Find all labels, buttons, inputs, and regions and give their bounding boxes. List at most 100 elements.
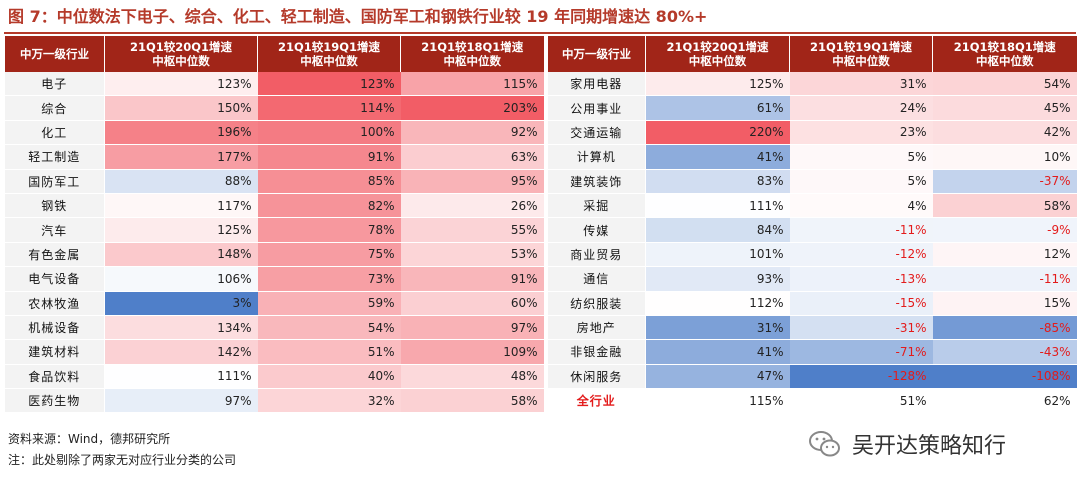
cell-v20-left: 123% bbox=[104, 72, 258, 97]
header-gap bbox=[543, 36, 548, 72]
cell-v20-right: 112% bbox=[645, 291, 790, 316]
cell-v19-left: 123% bbox=[257, 72, 401, 97]
industry-label-right: 交通运输 bbox=[547, 120, 646, 146]
cell-v20-left: 117% bbox=[104, 193, 258, 219]
cell-v19-right: 4% bbox=[789, 193, 933, 219]
wechat-icon bbox=[809, 431, 840, 457]
cell-v20-right: 84% bbox=[645, 217, 790, 243]
cell-v19-left: 100% bbox=[257, 120, 401, 146]
cell-v18-right: 58% bbox=[932, 193, 1077, 219]
cell-v20-left: 125% bbox=[104, 217, 258, 243]
cell-v20-left: 88% bbox=[104, 169, 258, 194]
table-row: 医药生物 97% 32% 58% 全行业 115% 51% 62% bbox=[4, 388, 1077, 414]
chart-title: 图 7：中位数法下电子、综合、化工、轻工制造、国防军工和钢铁行业较 19 年同期… bbox=[8, 7, 708, 26]
cell-v18-right: 10% bbox=[932, 144, 1077, 170]
cell-v20-left: 97% bbox=[104, 388, 258, 414]
cell-v18-right: 45% bbox=[932, 95, 1077, 121]
cell-v19-left: 85% bbox=[257, 169, 401, 194]
table-row: 综合 150% 114% 203% 公用事业 61% 24% 45% bbox=[4, 95, 1077, 121]
header-line: 中枢中位数 bbox=[152, 54, 210, 68]
header-industry-left: 中万一级行业 bbox=[4, 36, 105, 72]
cell-v20-right: 101% bbox=[645, 242, 790, 268]
cell-v18-left: 92% bbox=[400, 120, 544, 146]
cell-v18-left: 109% bbox=[400, 339, 544, 365]
header-line: 21Q1较19Q1增速 bbox=[809, 40, 913, 54]
cell-v18-right: 54% bbox=[932, 72, 1077, 97]
cell-v19-left: 75% bbox=[257, 242, 401, 268]
industry-label-left: 有色金属 bbox=[4, 242, 105, 268]
cell-v20-right: 115% bbox=[645, 388, 790, 414]
cell-v20-left: 106% bbox=[104, 266, 258, 292]
cell-v18-left: 97% bbox=[400, 315, 544, 341]
industry-label-left: 食品饮料 bbox=[4, 364, 105, 390]
table-row: 轻工制造 177% 91% 63% 计算机 41% 5% 10% bbox=[4, 144, 1077, 170]
cell-v20-right: 31% bbox=[645, 315, 790, 341]
header-line: 21Q1较18Q1增速 bbox=[421, 40, 524, 54]
cell-v18-right: -43% bbox=[932, 339, 1077, 365]
header-line: 中万一级行业 bbox=[562, 47, 631, 61]
header-line: 中枢中位数 bbox=[300, 54, 358, 68]
cell-v19-left: 78% bbox=[257, 217, 401, 243]
industry-label-left: 汽车 bbox=[4, 217, 105, 243]
cell-v18-left: 91% bbox=[400, 266, 544, 292]
cell-v19-right: -13% bbox=[789, 266, 933, 292]
cell-v20-right: 47% bbox=[645, 364, 790, 390]
cell-v20-right: 220% bbox=[645, 120, 790, 146]
source-note: 资料来源：Wind，德邦研究所 bbox=[8, 432, 171, 446]
cell-v20-left: 142% bbox=[104, 339, 258, 365]
cell-v18-right: -108% bbox=[932, 364, 1077, 390]
header-line: 21Q1较19Q1增速 bbox=[277, 40, 381, 54]
watermark-text: 吴开达策略知行 bbox=[852, 434, 1007, 459]
industry-label-right: 计算机 bbox=[547, 144, 646, 170]
table-row: 建筑材料 142% 51% 109% 非银金融 41% -71% -43% bbox=[4, 339, 1077, 365]
cell-v19-left: 82% bbox=[257, 193, 401, 219]
table-row: 电气设备 106% 73% 91% 通信 93% -13% -11% bbox=[4, 266, 1077, 292]
cell-v19-right: 51% bbox=[789, 388, 933, 414]
cell-v19-right: -31% bbox=[789, 315, 933, 341]
industry-label-left: 电子 bbox=[4, 72, 105, 97]
header-line: 中枢中位数 bbox=[832, 54, 890, 68]
cell-v19-left: 59% bbox=[257, 291, 401, 316]
cell-v18-right: -37% bbox=[932, 169, 1077, 194]
industry-label-right: 传媒 bbox=[547, 217, 646, 243]
industry-label-left: 医药生物 bbox=[4, 388, 105, 414]
header-line: 中枢中位数 bbox=[443, 54, 502, 68]
industry-label-right: 非银金融 bbox=[547, 339, 646, 365]
header-line: 中枢中位数 bbox=[688, 54, 747, 68]
cell-v19-right: -71% bbox=[789, 339, 933, 365]
cell-v18-right: -85% bbox=[932, 315, 1077, 341]
header-v18-right: 21Q1较18Q1增速 中枢中位数 bbox=[932, 36, 1077, 72]
watermark: 吴开达策略知行 bbox=[808, 426, 1006, 462]
industry-label-left: 钢铁 bbox=[4, 193, 105, 219]
cell-v20-left: 150% bbox=[104, 95, 258, 121]
industry-label-right: 纺织服装 bbox=[547, 291, 646, 316]
industry-label-right: 商业贸易 bbox=[547, 242, 646, 268]
header-v19-left: 21Q1较19Q1增速 中枢中位数 bbox=[257, 36, 401, 72]
cell-v20-left: 111% bbox=[104, 364, 258, 390]
header-line: 21Q1较20Q1增速 bbox=[666, 40, 769, 54]
cell-v18-left: 58% bbox=[400, 388, 544, 414]
cell-v19-left: 114% bbox=[257, 95, 401, 121]
industry-label-left: 农林牧渔 bbox=[4, 291, 105, 316]
cell-v19-right: 23% bbox=[789, 120, 933, 146]
header-v18-left: 21Q1较18Q1增速 中枢中位数 bbox=[400, 36, 544, 72]
header-v20-left: 21Q1较20Q1增速 中枢中位数 bbox=[104, 36, 258, 72]
cell-v18-left: 55% bbox=[400, 217, 544, 243]
cell-v18-left: 115% bbox=[400, 72, 544, 97]
header-row: 中万一级行业 21Q1较20Q1增速 中枢中位数 21Q1较19Q1增速 中枢中位数… bbox=[4, 36, 1077, 72]
cell-v20-left: 196% bbox=[104, 120, 258, 146]
industry-label-right: 采掘 bbox=[547, 193, 646, 219]
industry-label-left: 机械设备 bbox=[4, 315, 105, 341]
header-line: 21Q1较18Q1增速 bbox=[953, 40, 1056, 54]
cell-v19-right: 31% bbox=[789, 72, 933, 97]
table-row: 化工 196% 100% 92% 交通运输 220% 23% 42% bbox=[4, 120, 1077, 146]
cell-v20-right: 83% bbox=[645, 169, 790, 194]
table-row: 有色金属 148% 75% 53% 商业贸易 101% -12% 12% bbox=[4, 242, 1077, 268]
cell-v18-right: -11% bbox=[932, 266, 1077, 292]
table-row: 汽车 125% 78% 55% 传媒 84% -11% -9% bbox=[4, 217, 1077, 243]
industry-label-right: 全行业 bbox=[547, 388, 646, 414]
cell-v20-left: 148% bbox=[104, 242, 258, 268]
header-line: 中万一级行业 bbox=[20, 47, 89, 61]
cell-v20-right: 125% bbox=[645, 72, 790, 97]
title-underline bbox=[4, 32, 1076, 34]
